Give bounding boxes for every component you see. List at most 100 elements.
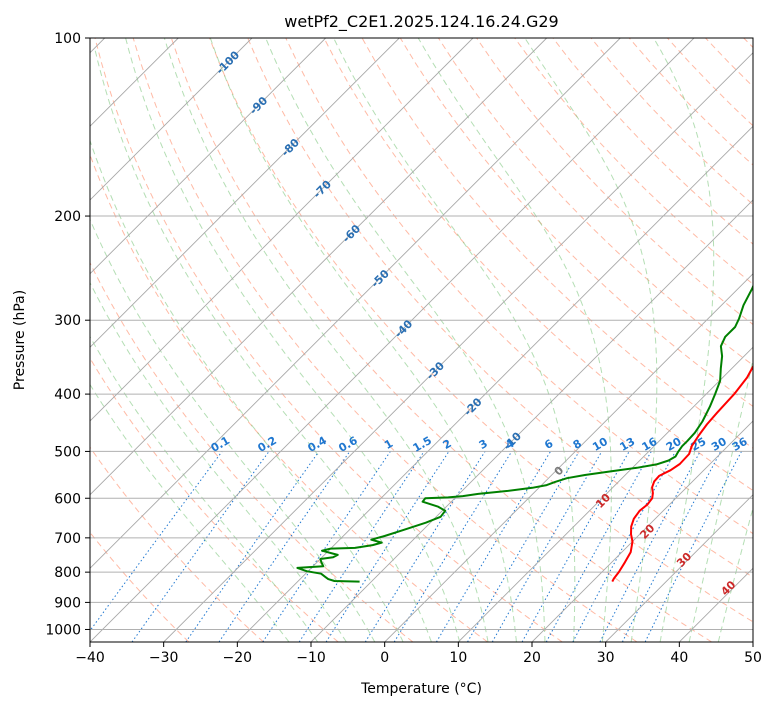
moist-adiabat-line bbox=[209, 38, 517, 642]
isotherm-label: -90 bbox=[247, 94, 270, 117]
mixing-ratio-line bbox=[298, 451, 425, 642]
mixing-ratio-line bbox=[218, 451, 351, 642]
dry-adiabat-line bbox=[247, 38, 753, 578]
moist-adiabat-line bbox=[688, 356, 753, 642]
y-axis-label: Pressure (hPa) bbox=[12, 290, 28, 390]
isotherm-line bbox=[90, 38, 695, 642]
y-tick-label: 700 bbox=[54, 531, 81, 547]
isotherm-line bbox=[457, 346, 753, 642]
y-tick-label: 600 bbox=[54, 491, 81, 507]
isotherm-label: -80 bbox=[279, 136, 302, 159]
mixing-ratio-line bbox=[599, 451, 701, 642]
moist-adiabat-line bbox=[90, 139, 404, 642]
x-tick-label: 10 bbox=[449, 650, 467, 666]
dry-adiabat-line bbox=[323, 38, 753, 492]
moist-adiabat-label: 40 bbox=[718, 578, 738, 598]
dry-adiabat-line bbox=[90, 446, 264, 642]
dry-adiabat-line bbox=[170, 38, 712, 642]
x-tick-label: 50 bbox=[744, 650, 762, 666]
dry-adiabat-line bbox=[209, 38, 753, 623]
mixing-ratio-line bbox=[521, 451, 630, 642]
isobar-grid-group bbox=[90, 38, 753, 630]
moist-adiabats-group bbox=[90, 38, 753, 642]
isotherm-label: -60 bbox=[340, 222, 363, 245]
isotherm-line bbox=[531, 420, 753, 642]
chart-title: wetPf2_C2E1.2025.124.16.24.G29 bbox=[284, 12, 558, 32]
isotherm-line bbox=[236, 125, 753, 642]
isotherm-label: -20 bbox=[461, 395, 484, 418]
mixing-ratio-label: 3 bbox=[477, 437, 490, 452]
x-axis: −40 −30 −20 −10 0 10 20 30 40 50 bbox=[75, 642, 762, 666]
y-tick-label: 300 bbox=[54, 313, 81, 329]
y-tick-label: 100 bbox=[54, 31, 81, 47]
y-tick-label: 900 bbox=[54, 595, 81, 611]
dry-adiabat-line bbox=[705, 38, 753, 88]
mixing-ratio-line bbox=[572, 451, 676, 642]
dry-adiabat-line bbox=[90, 357, 339, 642]
mixing-ratio-line bbox=[393, 451, 513, 642]
mixing-ratio-line bbox=[325, 451, 450, 642]
moist-adiabat-line bbox=[90, 383, 290, 642]
isotherm-line bbox=[605, 494, 753, 642]
moist-adiabat-line bbox=[94, 50, 432, 642]
moist-adiabat-line bbox=[90, 335, 319, 642]
y-axis: 100 200 300 400 500 600 700 800 900 1000 bbox=[45, 31, 90, 638]
isotherm-line bbox=[384, 273, 753, 642]
isotherm-label: -30 bbox=[424, 359, 447, 382]
x-tick-label: 0 bbox=[380, 650, 389, 666]
dry-adiabat-line bbox=[94, 38, 563, 642]
moist-adiabat-label: 20 bbox=[637, 521, 657, 541]
isotherm-line bbox=[90, 38, 253, 201]
x-tick-label: −20 bbox=[223, 650, 253, 666]
profiles-group bbox=[296, 284, 753, 583]
moist-adiabat-line bbox=[717, 506, 753, 642]
dry-adiabat-line bbox=[90, 153, 488, 642]
moist-adiabat-line bbox=[163, 38, 489, 642]
isotherm-line bbox=[90, 38, 548, 496]
x-tick-label: −30 bbox=[149, 650, 179, 666]
isotherm-line bbox=[752, 641, 753, 642]
isotherm-line bbox=[310, 199, 753, 642]
dry-adiabat-line bbox=[90, 261, 414, 642]
isotherm-label: -100 bbox=[214, 48, 243, 77]
isotherm-line bbox=[90, 38, 474, 422]
mixing-ratio-line bbox=[644, 451, 742, 642]
isotherm-grid-group bbox=[90, 38, 753, 642]
y-tick-label: 1000 bbox=[45, 622, 81, 638]
dry-adiabat-line bbox=[285, 38, 753, 535]
x-axis-label: Temperature (°C) bbox=[360, 681, 482, 697]
dry-adiabat-line bbox=[476, 38, 753, 326]
moist-adiabat-line bbox=[265, 38, 546, 642]
temperature-profile-line bbox=[611, 364, 753, 583]
moist-adiabat-line bbox=[333, 38, 576, 642]
dewpoint-profile-line bbox=[296, 284, 753, 583]
dry-adiabat-line bbox=[743, 38, 753, 49]
mixing-ratio-line bbox=[621, 451, 722, 642]
x-tick-label: −40 bbox=[75, 650, 105, 666]
mixing-ratio-line bbox=[545, 451, 652, 642]
mixing-ratio-line bbox=[364, 451, 486, 642]
isotherm-line bbox=[90, 38, 621, 569]
x-tick-label: 30 bbox=[597, 650, 615, 666]
dry-adiabat-line bbox=[514, 38, 753, 285]
isotherm-line bbox=[90, 38, 327, 275]
x-tick-label: −10 bbox=[296, 650, 326, 666]
moist-adiabat-line bbox=[90, 281, 347, 642]
moist-adiabat-line bbox=[417, 38, 612, 642]
mixing-ratio-lines-group bbox=[90, 451, 742, 642]
x-tick-label: 20 bbox=[523, 650, 541, 666]
dry-adiabats-group bbox=[90, 38, 753, 642]
moist-adiabat-line bbox=[653, 38, 715, 642]
mixing-ratio-label: 6 bbox=[542, 437, 555, 452]
moist-adiabat-label: 30 bbox=[674, 550, 694, 570]
isotherm-line bbox=[90, 38, 400, 348]
isotherm-label: -50 bbox=[369, 267, 392, 290]
mixing-ratio-line bbox=[262, 451, 391, 642]
moist-adiabat-line bbox=[90, 218, 376, 642]
dry-adiabat-line bbox=[132, 38, 638, 642]
isotherm-line bbox=[678, 567, 753, 642]
mixing-ratio-label: 2 bbox=[441, 437, 454, 452]
mixing-ratio-line bbox=[185, 451, 320, 642]
